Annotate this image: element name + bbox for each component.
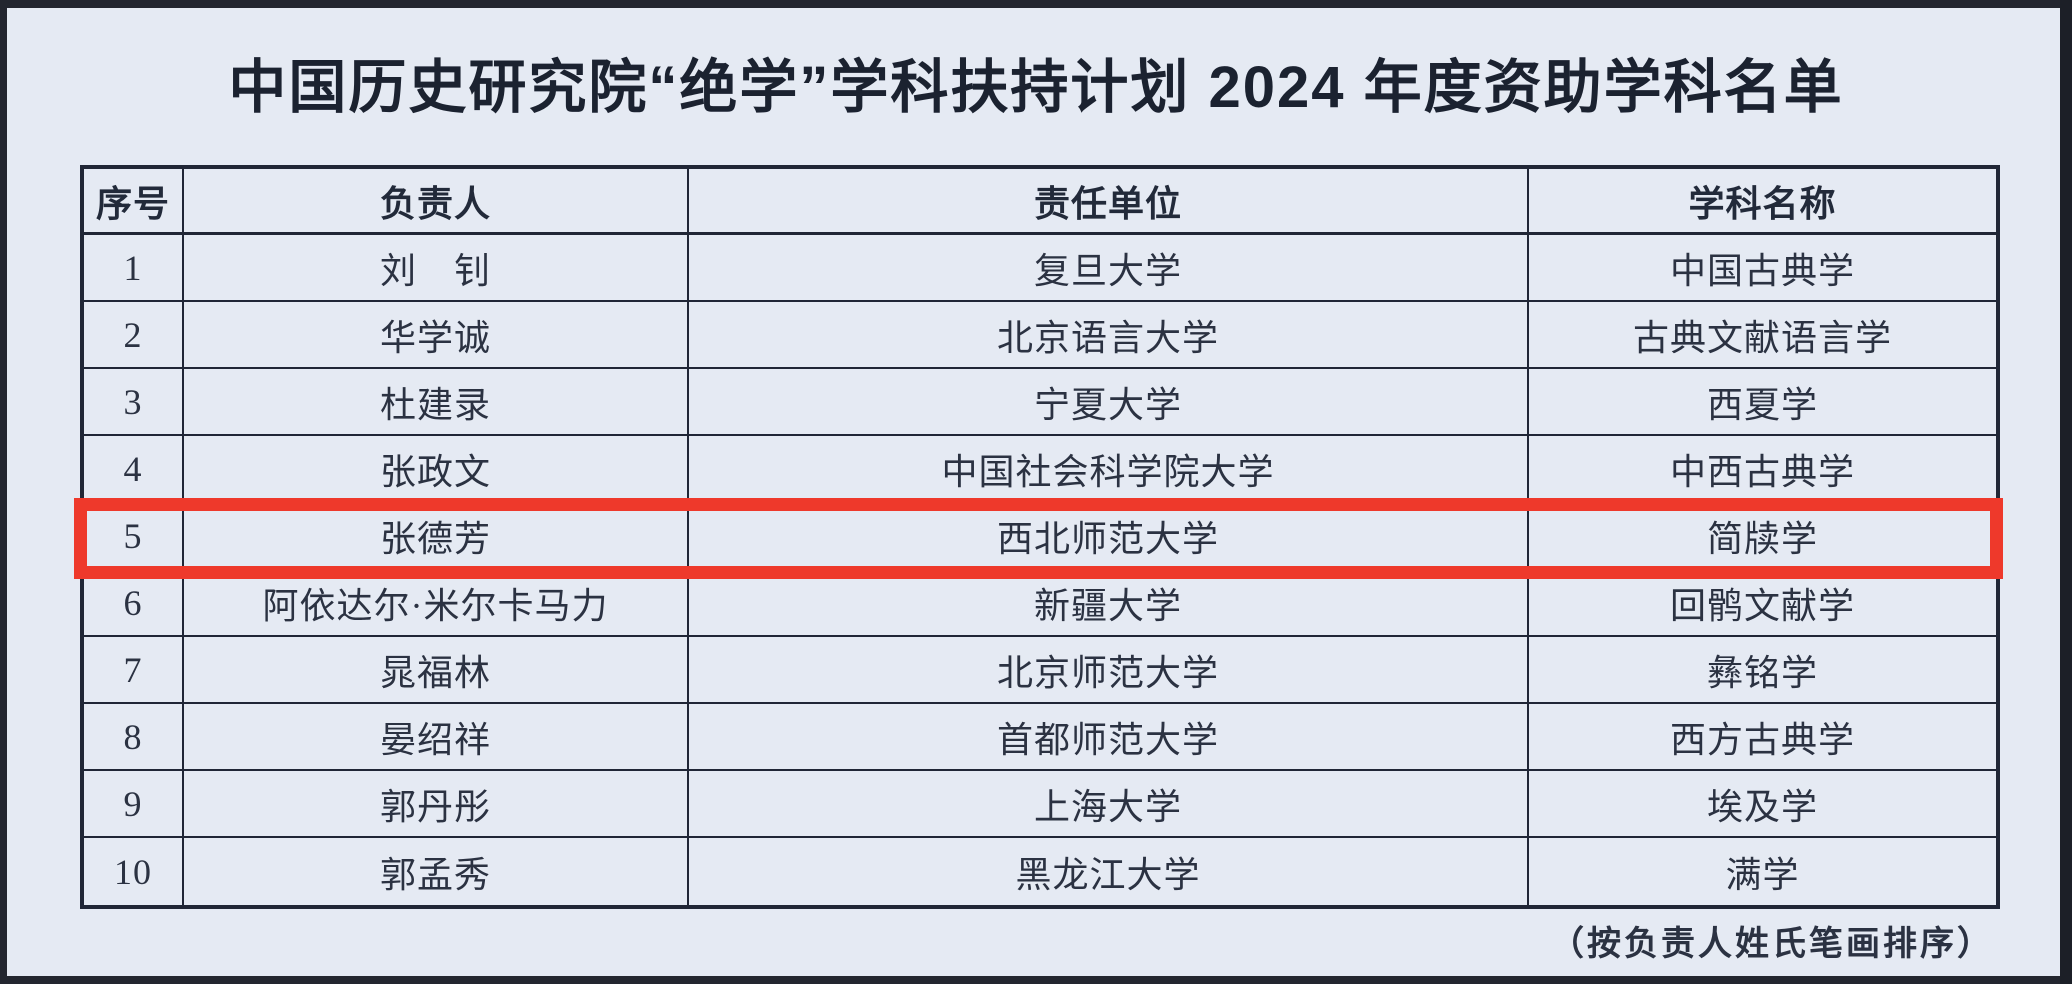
cell-unit: 复旦大学 bbox=[689, 235, 1529, 302]
cell-no: 3 bbox=[84, 369, 184, 436]
header-cell-discipline: 学科名称 bbox=[1529, 169, 1996, 235]
cell-no: 8 bbox=[84, 704, 184, 771]
cell-no: 9 bbox=[84, 771, 184, 838]
cell-person: 郭孟秀 bbox=[184, 838, 689, 905]
header-cell-no: 序号 bbox=[84, 169, 184, 235]
cell-discipline: 埃及学 bbox=[1529, 771, 1996, 838]
cell-unit: 首都师范大学 bbox=[689, 704, 1529, 771]
table-row: 2 华学诚 北京语言大学 古典文献语言学 bbox=[84, 302, 1996, 369]
cell-person: 张政文 bbox=[184, 436, 689, 503]
cell-person: 晏绍祥 bbox=[184, 704, 689, 771]
cell-no: 7 bbox=[84, 637, 184, 704]
cell-unit: 北京师范大学 bbox=[689, 637, 1529, 704]
table-row: 10 郭孟秀 黑龙江大学 满学 bbox=[84, 838, 1996, 905]
window-right-edge bbox=[2060, 0, 2072, 984]
funded-disciplines-table: 序号 负责人 责任单位 学科名称 1 刘 钊 复旦大学 中国古典学 2 华学诚 … bbox=[74, 165, 2003, 909]
cell-person: 张德芳 bbox=[184, 503, 689, 570]
table-row: 6 阿依达尔·米尔卡马力 新疆大学 回鹘文献学 bbox=[84, 570, 1996, 637]
cell-person: 晁福林 bbox=[184, 637, 689, 704]
cell-discipline: 回鹘文献学 bbox=[1529, 570, 1996, 637]
cell-person: 刘 钊 bbox=[184, 235, 689, 302]
cell-no: 10 bbox=[84, 838, 184, 905]
table-row: 3 杜建录 宁夏大学 西夏学 bbox=[84, 369, 1996, 436]
cell-person: 华学诚 bbox=[184, 302, 689, 369]
cell-discipline: 简牍学 bbox=[1529, 503, 1996, 570]
header-cell-unit: 责任单位 bbox=[689, 169, 1529, 235]
cell-discipline: 西方古典学 bbox=[1529, 704, 1996, 771]
cell-person: 杜建录 bbox=[184, 369, 689, 436]
cell-discipline: 古典文献语言学 bbox=[1529, 302, 1996, 369]
cell-no: 2 bbox=[84, 302, 184, 369]
cell-no: 5 bbox=[84, 503, 184, 570]
page-title: 中国历史研究院“绝学”学科扶持计划 2024 年度资助学科名单 bbox=[228, 55, 1844, 120]
cell-unit: 西北师范大学 bbox=[689, 503, 1529, 570]
table-row: 7 晁福林 北京师范大学 彝铭学 bbox=[84, 637, 1996, 704]
table-row: 9 郭丹彤 上海大学 埃及学 bbox=[84, 771, 1996, 838]
cell-discipline: 彝铭学 bbox=[1529, 637, 1996, 704]
cell-discipline: 中国古典学 bbox=[1529, 235, 1996, 302]
cell-discipline: 西夏学 bbox=[1529, 369, 1996, 436]
cell-person: 阿依达尔·米尔卡马力 bbox=[184, 570, 689, 637]
cell-no: 1 bbox=[84, 235, 184, 302]
cell-unit: 新疆大学 bbox=[689, 570, 1529, 637]
cell-unit: 北京语言大学 bbox=[689, 302, 1529, 369]
table-header-row: 序号 负责人 责任单位 学科名称 bbox=[84, 169, 1996, 235]
cell-discipline: 中西古典学 bbox=[1529, 436, 1996, 503]
cell-unit: 上海大学 bbox=[689, 771, 1529, 838]
table-row: 4 张政文 中国社会科学院大学 中西古典学 bbox=[84, 436, 1996, 503]
table-row: 8 晏绍祥 首都师范大学 西方古典学 bbox=[84, 704, 1996, 771]
cell-unit: 宁夏大学 bbox=[689, 369, 1529, 436]
cell-unit: 黑龙江大学 bbox=[689, 838, 1529, 905]
cell-person: 郭丹彤 bbox=[184, 771, 689, 838]
cell-no: 4 bbox=[84, 436, 184, 503]
sort-order-note: （按负责人姓氏笔画排序） bbox=[1550, 925, 1994, 963]
cell-no: 6 bbox=[84, 570, 184, 637]
cell-unit: 中国社会科学院大学 bbox=[689, 436, 1529, 503]
table-row-highlighted: 5 张德芳 西北师范大学 简牍学 bbox=[74, 498, 2003, 579]
header-cell-person: 负责人 bbox=[184, 169, 689, 235]
cell-discipline: 满学 bbox=[1725, 854, 1800, 895]
table-row: 1 刘 钊 复旦大学 中国古典学 bbox=[84, 235, 1996, 302]
